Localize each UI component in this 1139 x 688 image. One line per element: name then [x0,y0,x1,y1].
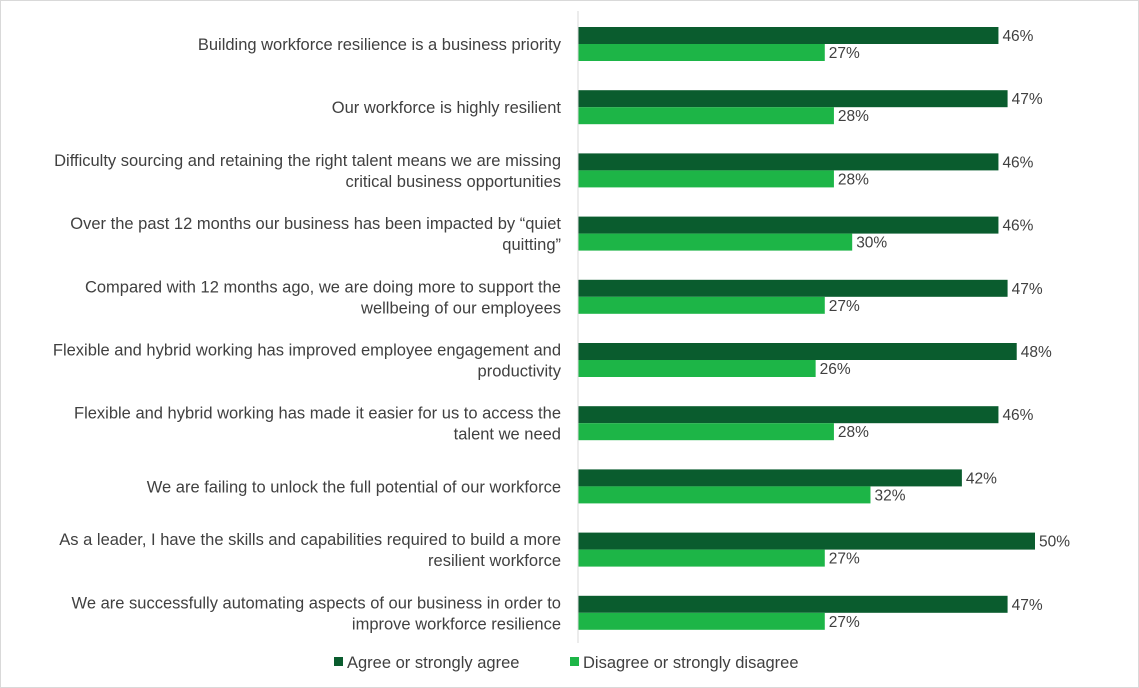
category-label-4-line-1: wellbeing of our employees [360,299,561,317]
value-label-agree-1: 47% [1012,91,1043,108]
bar-disagree-6 [578,423,834,441]
category-label-7: We are failing to unlock the full potent… [147,478,561,496]
value-label-disagree-6: 28% [838,424,869,441]
category-label-6-line-1: talent we need [454,426,561,444]
value-label-agree-2: 46% [1002,154,1033,171]
bar-disagree-4 [578,296,825,314]
category-label-3-line-1: quitting” [502,236,561,254]
bar-disagree-1 [578,107,834,125]
value-label-agree-3: 46% [1002,218,1033,235]
bar-agree-5 [578,343,1017,360]
bar-disagree-3 [578,233,853,251]
category-label-6-line-0: Flexible and hybrid working has made it … [74,405,561,423]
bar-disagree-8 [578,549,825,567]
category-label-5-line-1: productivity [478,363,562,381]
labels-layer: 46% 27% Building workforce resilience is a… [53,28,1070,633]
category-label-4-line-0: Compared with 12 months ago, we are doin… [85,278,561,296]
legend: Agree or strongly agree Disagree or stro… [334,654,799,672]
value-label-agree-9: 47% [1012,597,1043,614]
bar-agree-8 [578,532,1035,550]
category-label-9-line-1: improve workforce resilience [352,615,561,633]
category-label-1: Our workforce is highly resilient [332,99,562,117]
bar-disagree-7 [578,486,871,504]
category-label-2-line-0: Difficulty sourcing and retaining the ri… [54,152,561,170]
bar-agree-4 [578,279,1008,297]
bars-layer [578,27,1035,630]
category-label-2-line-1: critical business opportunities [345,173,561,191]
bar-agree-1 [578,90,1008,108]
category-label-9-line-0: We are successfully automating aspects o… [72,594,561,612]
value-label-disagree-9: 27% [829,614,860,631]
value-label-disagree-1: 28% [838,108,869,125]
legend-label-disagree: Disagree or strongly disagree [583,654,799,672]
category-label-3-line-0: Over the past 12 months our business has… [70,215,561,233]
bar-agree-6 [578,406,999,424]
value-label-agree-4: 47% [1012,281,1043,298]
value-label-disagree-2: 28% [838,171,869,188]
bar-agree-0 [578,27,999,44]
value-label-agree-5: 48% [1021,344,1052,361]
bar-agree-7 [578,469,962,487]
value-label-disagree-8: 27% [829,551,860,568]
bar-disagree-5 [578,360,816,377]
value-label-agree-0: 46% [1002,28,1033,45]
bar-disagree-2 [578,170,834,188]
bar-agree-2 [578,153,999,171]
legend-swatch-agree [334,657,343,666]
value-label-disagree-3: 30% [856,235,887,252]
legend-label-agree: Agree or strongly agree [347,654,519,672]
category-label-8-line-1: resilient workforce [428,552,561,570]
bar-agree-3 [578,216,999,234]
category-label-0: Building workforce resilience is a busin… [198,36,562,54]
bar-disagree-0 [578,44,825,61]
value-label-disagree-4: 27% [829,298,860,315]
value-label-agree-7: 42% [966,470,997,487]
value-label-disagree-5: 26% [820,361,851,378]
value-label-agree-8: 50% [1039,534,1070,551]
value-label-disagree-7: 32% [874,487,905,504]
value-label-agree-6: 46% [1002,407,1033,424]
category-label-8-line-0: As a leader, I have the skills and capab… [59,531,561,549]
category-label-5-line-0: Flexible and hybrid working has improved… [53,342,561,360]
bar-agree-9 [578,595,1008,613]
bar-disagree-9 [578,612,825,630]
value-label-disagree-0: 27% [829,45,860,62]
legend-swatch-disagree [570,657,579,666]
